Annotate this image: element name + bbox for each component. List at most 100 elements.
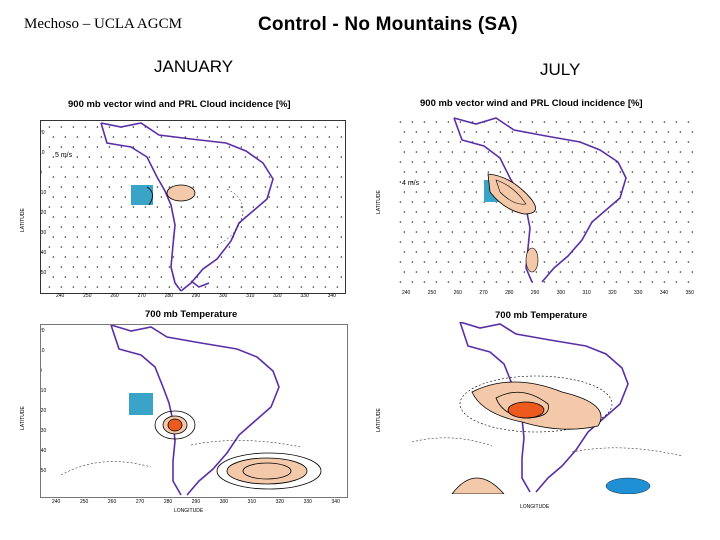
wind-vector-dot (72, 286, 75, 288)
wind-vector-dot (547, 231, 550, 233)
panel-title-jul-temp: 700 mb Temperature (495, 310, 588, 321)
wind-vector-dot (208, 256, 211, 258)
wind-vector-dot (627, 121, 630, 123)
wind-vector-dot (411, 141, 414, 143)
wind-vector-dot (292, 256, 295, 258)
wind-vector-dot (244, 256, 247, 258)
continent-outline (100, 122, 274, 292)
wind-vector-dot (495, 281, 498, 283)
wind-vector-dot (415, 191, 418, 193)
wind-vector-dot (124, 176, 127, 178)
wind-vector-dot (192, 166, 195, 168)
wind-vector-dot (84, 206, 87, 208)
wind-vector-dot (415, 131, 418, 133)
wind-vector-dot (471, 161, 474, 163)
wind-vector-dot (591, 261, 594, 263)
wind-vector-dot (292, 156, 295, 158)
wind-vector-dot (559, 191, 562, 193)
xlabel-jan-temp: LONGITUDE (174, 508, 204, 514)
season-label-january: JANUARY (154, 57, 234, 76)
wind-vector-dot (64, 276, 67, 278)
wind-vector-dot (583, 151, 586, 153)
wind-vector-dot (156, 246, 159, 248)
wind-vector-dot (435, 261, 438, 263)
wind-vector-dot (76, 216, 79, 218)
wind-vector-dot (208, 276, 211, 278)
wind-vector-dot (184, 136, 187, 138)
wind-vector-dot (96, 146, 99, 148)
wind-vector-dot (292, 136, 295, 138)
wind-vector-dot (435, 281, 438, 283)
wind-vector-dot (220, 176, 223, 178)
wind-vector-dot (423, 261, 426, 263)
wind-vector-dot (76, 196, 79, 198)
wind-vector-dot (108, 266, 111, 268)
wind-vector-dot (88, 256, 91, 258)
wind-vector-dot (523, 171, 526, 173)
wind-vector-dot (451, 231, 454, 233)
wind-vector-dot (156, 266, 159, 268)
ylabel-jan-wind: LATITUDE (20, 208, 26, 232)
wind-vector-dot (108, 186, 111, 188)
wind-vector-dot (447, 141, 450, 143)
wind-vector-dot (435, 201, 438, 203)
wind-vector-dot (559, 271, 562, 273)
wind-vector-dot (571, 271, 574, 273)
wind-vector-dot (643, 191, 646, 193)
wind-vector-dot (519, 161, 522, 163)
wind-vector-dot (316, 196, 319, 198)
wind-vector-dot (52, 276, 55, 278)
wind-vector-dot (579, 261, 582, 263)
wind-vector-dot (475, 151, 478, 153)
wind-vector-dot (216, 266, 219, 268)
wind-vector-dot (72, 166, 75, 168)
wind-vector-dot (112, 256, 115, 258)
wind-vector-dot (531, 241, 534, 243)
panel-jul-temp (392, 322, 698, 494)
wind-vector-dot (96, 186, 99, 188)
wind-vector-dot (651, 261, 654, 263)
wind-vector-dot (423, 121, 426, 123)
wind-vector-dot (160, 136, 163, 138)
wind-vector-dot (220, 276, 223, 278)
wind-vector-dot (675, 241, 678, 243)
wind-vector-dot (132, 226, 135, 228)
wind-vector-dot (60, 286, 63, 288)
wind-vector-dot (168, 186, 171, 188)
wind-vector-dot (312, 166, 315, 168)
wind-vector-dot (559, 171, 562, 173)
wind-vector-dot (108, 146, 111, 148)
wind-vector-dot (76, 276, 79, 278)
wind-vector-dot (543, 161, 546, 163)
wind-vector-dot (427, 231, 430, 233)
wind-vector-dot (439, 171, 442, 173)
wind-vector-dot (100, 136, 103, 138)
wind-vector-dot (535, 151, 538, 153)
wind-vector-dot (244, 196, 247, 198)
wind-vector-dot (244, 276, 247, 278)
wind-vector-dot (639, 181, 642, 183)
wind-vector-dot (340, 136, 343, 138)
wind-vector-dot (60, 186, 63, 188)
wind-vector-dot (547, 271, 550, 273)
wind-vector-dot (471, 181, 474, 183)
wind-vector-dot (447, 181, 450, 183)
wind-vector-dot (459, 181, 462, 183)
wind-vector-dot (435, 161, 438, 163)
wind-vector-dot (399, 281, 402, 283)
wind-vector-dot (328, 216, 331, 218)
wind-vector-dot (471, 241, 474, 243)
wind-vector-dot (204, 286, 207, 288)
wind-vector-dot (88, 176, 91, 178)
wind-vector-dot (124, 236, 127, 238)
wind-vector-dot (591, 161, 594, 163)
wind-vector-dot (240, 146, 243, 148)
wind-vector-dot (196, 176, 199, 178)
wind-vector-dot (507, 281, 510, 283)
wind-vector-dot (631, 171, 634, 173)
wind-vector-dot (64, 236, 67, 238)
wind-vector-dot (244, 156, 247, 158)
wind-vector-dot (324, 266, 327, 268)
wind-vector-dot (471, 221, 474, 223)
wind-vector-dot (304, 236, 307, 238)
